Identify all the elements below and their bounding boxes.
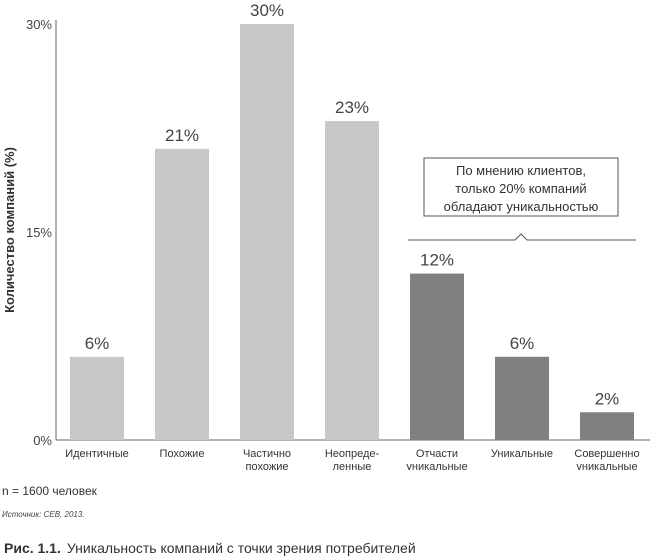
bar xyxy=(495,356,549,440)
y-tick-label: 0% xyxy=(33,433,52,448)
bar-value-label: 23% xyxy=(335,98,369,117)
bar-value-label: 12% xyxy=(420,251,454,270)
category-label: Идентичные xyxy=(65,448,129,460)
y-axis-label: Количество компаний (%) xyxy=(2,147,17,313)
bar-value-label: 6% xyxy=(510,334,535,353)
bar xyxy=(70,356,124,440)
bar-value-label: 30% xyxy=(250,1,284,20)
bar-chart: 0% 15% 30% Количество компаний (%) 6% 21% 30… xyxy=(2,1,650,470)
bar xyxy=(325,121,379,441)
annotation-bracket xyxy=(408,233,636,241)
sample-size-note: n = 1600 человек xyxy=(2,484,97,498)
bar xyxy=(410,273,464,440)
category-label: Уникальные xyxy=(491,448,553,460)
category-label: Частично похожие xyxy=(243,448,291,470)
bar-value-labels: 6% 21% 30% 23% 12% 6% 2% xyxy=(85,1,620,408)
y-tick-label: 15% xyxy=(26,225,52,240)
bar-value-label: 21% xyxy=(165,126,199,145)
category-label: Неопреде-ленные xyxy=(325,448,380,470)
figure-number: Рис. 1.1. xyxy=(4,540,61,556)
figure-caption: Рис. 1.1. Уникальность компаний с точки з… xyxy=(4,540,416,556)
category-labels: Идентичные Похожие Частично похожие Неопреде… xyxy=(65,448,639,470)
source-note: Источник: CEB, 2013. xyxy=(2,510,85,519)
figure-title: Уникальность компаний с точки зрения пот… xyxy=(66,540,416,556)
bar-value-label: 2% xyxy=(595,389,620,408)
annotation-box xyxy=(423,157,619,217)
bar-value-label: 6% xyxy=(85,334,110,353)
bar xyxy=(580,412,634,440)
category-label: Похожие xyxy=(160,448,205,460)
category-label: Совершенно уникальные xyxy=(574,448,639,470)
category-label: Отчасти уникальные xyxy=(406,448,467,470)
bar xyxy=(240,24,294,440)
y-tick-label: 30% xyxy=(26,17,52,32)
bar xyxy=(155,148,209,441)
uniqueness-annotation: По мнению клиентов, только 20% компаний об… xyxy=(408,157,636,241)
annotation-text: По мнению клиентов, только 20% компаний об… xyxy=(444,163,599,214)
bars xyxy=(70,24,634,441)
